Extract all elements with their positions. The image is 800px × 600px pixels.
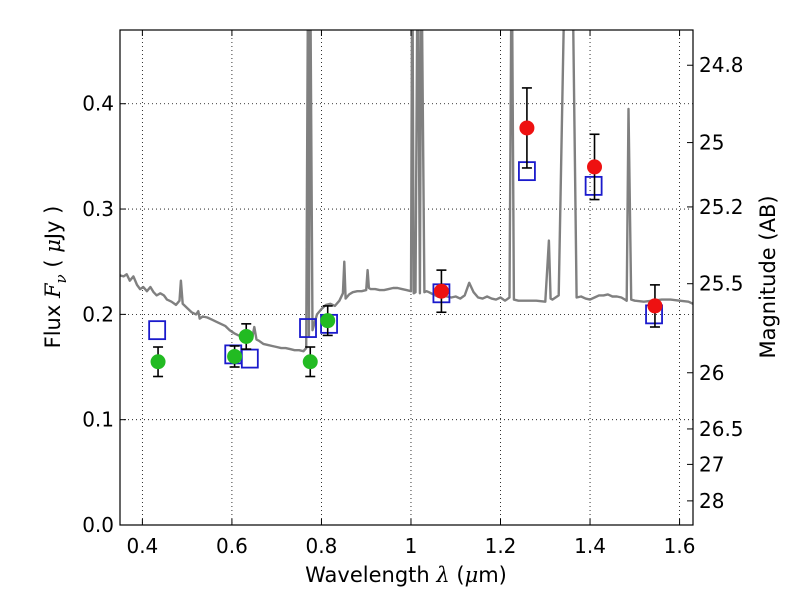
right-tick-label: 28 — [699, 489, 724, 513]
x-axis-title-unit: m) — [478, 563, 507, 587]
observed-infrared-point — [647, 298, 663, 314]
y-axis-title-nu: ν — [52, 274, 70, 283]
y-right-axis-title: Magnitude (AB) — [756, 195, 780, 358]
right-tick-label: 25.2 — [699, 195, 744, 219]
y-axis-title-unit: Jy ) — [41, 206, 65, 242]
observed-infrared-point — [519, 120, 535, 136]
spectrum-line — [120, 30, 693, 353]
observed-infrared-point — [433, 283, 449, 299]
x-tick-label: 1 — [405, 534, 418, 558]
x-tick-label: 0.8 — [306, 534, 338, 558]
x-tick-label: 1.2 — [485, 534, 517, 558]
observed-infrared-point — [587, 159, 603, 175]
spectrum-layer — [120, 30, 693, 353]
grid — [120, 30, 693, 526]
y-tick-label: 0.4 — [82, 92, 114, 116]
x-tick-label: 1.6 — [664, 534, 696, 558]
x-tick-label: 0.6 — [216, 534, 248, 558]
y-axis-title: Flux Fν ( μJy ) — [41, 206, 70, 349]
model-square-marker — [299, 318, 317, 338]
y-tick-label: 0.1 — [82, 408, 114, 432]
y-axis-title-f: F — [41, 282, 65, 299]
x-axis-title-open-paren: ( — [450, 563, 465, 587]
y-tick-label: 0.0 — [82, 513, 114, 537]
x-axis-title: Wavelength λ (μm) — [305, 563, 507, 587]
observed-optical-point — [227, 348, 243, 364]
right-tick-label: 24.8 — [699, 53, 744, 77]
plot-frame — [119, 29, 694, 526]
model-square-marker — [584, 175, 603, 196]
y-axis-title-mu: μ — [41, 239, 65, 253]
right-tick-label: 25.5 — [699, 272, 744, 296]
right-tick-label: 26 — [699, 361, 724, 385]
right-tick-label: 25 — [699, 131, 724, 155]
marker-layer — [148, 87, 663, 378]
observed-optical-point — [302, 354, 318, 370]
right-tick-label: 26.5 — [699, 417, 744, 441]
x-axis-title-text: Wavelength — [305, 563, 436, 587]
x-axis-title-mu: μ — [465, 563, 479, 587]
x-axis-title-lambda: λ — [435, 563, 449, 587]
observed-optical-point — [150, 354, 166, 370]
plot-area — [120, 30, 693, 525]
observed-optical-point — [238, 328, 254, 344]
y-tick-label: 0.2 — [82, 302, 114, 326]
observed-optical-point — [320, 313, 336, 329]
model-square-marker — [148, 320, 167, 341]
ticks: 0.4 0.6 0.8 1 1.2 1.4 1.6 0.0 0.1 0.2 0.3 0.4 24.8 25… — [82, 30, 744, 558]
x-tick-label: 1.4 — [574, 534, 606, 558]
right-tick-label: 27 — [699, 452, 724, 476]
y-tick-label: 0.3 — [82, 197, 114, 221]
y-axis-title-open-paren: ( — [41, 253, 65, 275]
x-tick-label: 0.4 — [126, 534, 158, 558]
y-axis-title-text: Flux — [41, 298, 65, 348]
